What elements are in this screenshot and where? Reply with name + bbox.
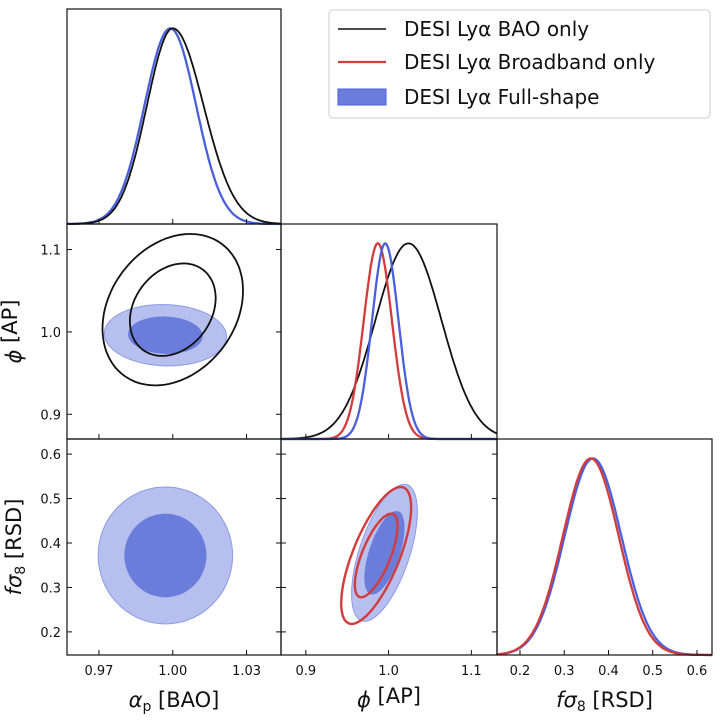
panel-2d-alpha_p-vs-fsigma8: 0.97 1.00 1.03 0.2 0.3 0.4 0.5 0.6 bbox=[40, 438, 282, 679]
axis-label-symbol: ϕ bbox=[2, 349, 26, 363]
legend-label-fullshape: DESI Lyα Full-shape bbox=[404, 85, 599, 109]
legend-box bbox=[328, 9, 711, 119]
x-tick-label: 0.6 bbox=[687, 664, 708, 679]
x-tick-label: 0.3 bbox=[554, 664, 575, 679]
x-axis-label-phi: ϕ [AP] bbox=[357, 684, 421, 712]
axis-label-subscript: 8 bbox=[13, 566, 29, 575]
x-tick-label: 1.03 bbox=[232, 664, 261, 679]
y-tick-label: 0.6 bbox=[40, 448, 61, 463]
y-tick-label: 0.3 bbox=[40, 581, 61, 596]
panel-frame bbox=[280, 223, 498, 440]
panel-frame bbox=[496, 438, 713, 656]
contour-fullshape-68 bbox=[124, 513, 207, 598]
axis-label-symbol: fσ bbox=[556, 688, 577, 712]
x-tick-label: 0.97 bbox=[85, 664, 114, 679]
x-tick-label: 1.1 bbox=[461, 664, 482, 679]
contour-broadband-95 bbox=[339, 485, 413, 626]
legend-swatch-fullshape bbox=[337, 88, 387, 106]
marginal-curve-fullshape bbox=[67, 27, 281, 226]
legend-label-broadband: DESI Lyα Broadband only bbox=[404, 50, 656, 74]
y-tick-label: 0.9 bbox=[40, 408, 61, 423]
contour-bao-68 bbox=[129, 262, 217, 357]
x-axis-label-fsigma8: fσ8 [RSD] bbox=[556, 688, 653, 715]
x-axis-label-alpha: αp [BAO] bbox=[129, 688, 220, 715]
x-tick-label: 0.2 bbox=[510, 664, 531, 679]
panel-2d-phi-vs-fsigma8: 0.9 1.0 1.1 bbox=[280, 438, 498, 679]
axis-label-unit: [BAO] bbox=[151, 688, 219, 712]
x-tick-label: 1.0 bbox=[378, 664, 399, 679]
axis-label-unit: [AP] bbox=[371, 684, 421, 708]
y-tick-label: 1.1 bbox=[40, 244, 61, 259]
axis-label-subscript: p bbox=[142, 699, 151, 715]
y-tick-label: 0.4 bbox=[40, 537, 61, 552]
y-axis-label-fsigma8: fσ8 [RSD] bbox=[2, 499, 29, 596]
axis-label-unit: [RSD] bbox=[586, 688, 653, 712]
contour-fullshape-68 bbox=[128, 316, 203, 354]
contour-bao-95 bbox=[101, 233, 244, 387]
marginal-curve-broadband bbox=[496, 457, 712, 657]
x-tick-label: 1.00 bbox=[158, 664, 187, 679]
x-tick-label: 0.9 bbox=[295, 664, 316, 679]
panel-1d-phi bbox=[280, 223, 498, 441]
panel-2d-alpha_p-vs-phi: 0.9 1.0 1.1 bbox=[40, 223, 282, 440]
axis-label-unit: [AP] bbox=[0, 300, 22, 350]
x-tick-label: 0.4 bbox=[598, 664, 619, 679]
marginal-curve-fullshape bbox=[496, 457, 712, 657]
y-axis-label-phi: ϕ [AP] bbox=[0, 300, 26, 364]
panels: 0.9 1.0 1.1 0.97 1.00 1.03 0.2 0.3 0.4 0.5 0.6 0.9 1… bbox=[0, 8, 713, 715]
panel-1d-alpha_p bbox=[66, 8, 282, 226]
axis-label-subscript: 8 bbox=[577, 699, 586, 715]
y-tick-label: 1.0 bbox=[40, 326, 61, 341]
legend: DESI Lyα BAO only DESI Lyα Broadband onl… bbox=[328, 9, 711, 119]
legend-label-bao: DESI Lyα BAO only bbox=[404, 17, 589, 41]
y-tick-label: 0.2 bbox=[40, 626, 61, 641]
y-tick-label: 0.5 bbox=[40, 493, 61, 508]
panel-1d-fsigma8: 0.2 0.3 0.4 0.5 0.6 bbox=[496, 438, 713, 679]
axis-label-unit: [RSD] bbox=[2, 499, 26, 566]
panel-frame bbox=[66, 8, 282, 225]
axis-label-symbol: fσ bbox=[2, 574, 26, 595]
x-tick-label: 0.5 bbox=[642, 664, 663, 679]
contour-fullshape-68 bbox=[364, 511, 405, 595]
axis-label-symbol: α bbox=[129, 688, 143, 712]
contour-broadband-68 bbox=[353, 512, 399, 599]
marginal-curve-bao bbox=[66, 27, 282, 225]
axis-label-symbol: ϕ bbox=[357, 688, 371, 712]
marginal-curve-bao bbox=[281, 242, 498, 440]
